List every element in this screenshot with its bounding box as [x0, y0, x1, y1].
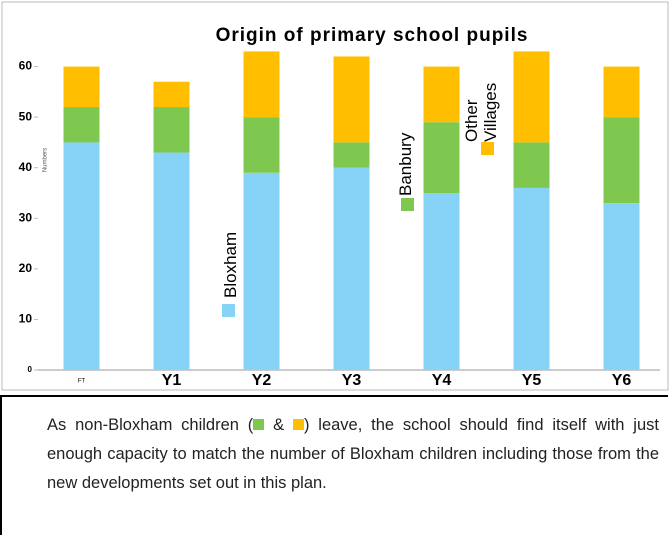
- bar-segment: [603, 117, 640, 204]
- legend-label: Bloxham: [221, 231, 240, 298]
- bar-segment: [153, 152, 190, 370]
- x-tick-label: Y2: [252, 372, 272, 389]
- bar-segment: [243, 51, 280, 118]
- caption: As non-Bloxham children ( & ) leave, the…: [47, 411, 659, 498]
- bar-segment: [153, 81, 190, 108]
- x-tick-label: Y6: [612, 372, 632, 389]
- y-tick-label: 50: [19, 109, 33, 123]
- bar-segment: [513, 187, 550, 370]
- bar-segment: [603, 66, 640, 118]
- chart-title: Origin of primary school pupils: [216, 25, 529, 46]
- x-tick-label: FT: [78, 379, 86, 385]
- x-tick-label: Y5: [522, 372, 542, 389]
- legend-swatch: [222, 304, 235, 317]
- caption-swatch: [253, 419, 265, 430]
- caption-swatch: [292, 419, 304, 430]
- caption-text: As non-Bloxham children (: [47, 416, 254, 434]
- chart-frame: [1, 1, 669, 391]
- legend-swatch: [401, 198, 414, 211]
- bar-segment: [603, 203, 640, 370]
- legend-label: Banbury: [396, 132, 415, 196]
- legend-label: Other Villages: [462, 82, 500, 142]
- y-tick-label: 60: [19, 59, 33, 73]
- bar-segment: [243, 172, 280, 370]
- y-tick-label: 30: [19, 210, 33, 224]
- bar-segment: [333, 56, 370, 143]
- y-tick-label: 0: [28, 365, 33, 374]
- bar-segment: [63, 107, 100, 143]
- x-tick-label: Y3: [342, 372, 362, 389]
- bar-segment: [63, 66, 100, 108]
- chart: Origin of primary school pupils Numbers …: [1, 1, 669, 391]
- caption-text: ) leave, the school should find itself w…: [47, 416, 659, 492]
- bar-segment: [243, 117, 280, 173]
- bar-segment: [153, 107, 190, 153]
- bar-segment: [423, 122, 460, 193]
- bar-segment: [423, 193, 460, 370]
- y-axis-label: Numbers: [43, 148, 49, 172]
- bar-segment: [423, 66, 460, 123]
- bar-segment: [513, 51, 550, 143]
- y-tick-label: 20: [19, 261, 33, 275]
- bar-segment: [333, 142, 370, 168]
- caption-text: &: [264, 416, 293, 434]
- y-tick-label: 40: [19, 160, 33, 174]
- legend-swatch: [481, 142, 494, 155]
- x-tick-label: Y4: [432, 372, 452, 389]
- bar-segment: [63, 142, 100, 370]
- y-tick-label: 10: [19, 312, 33, 326]
- caption-box: As non-Bloxham children ( & ) leave, the…: [0, 395, 668, 535]
- bar-segment: [513, 142, 550, 188]
- bar-segment: [333, 167, 370, 370]
- x-tick-label: Y1: [162, 372, 182, 389]
